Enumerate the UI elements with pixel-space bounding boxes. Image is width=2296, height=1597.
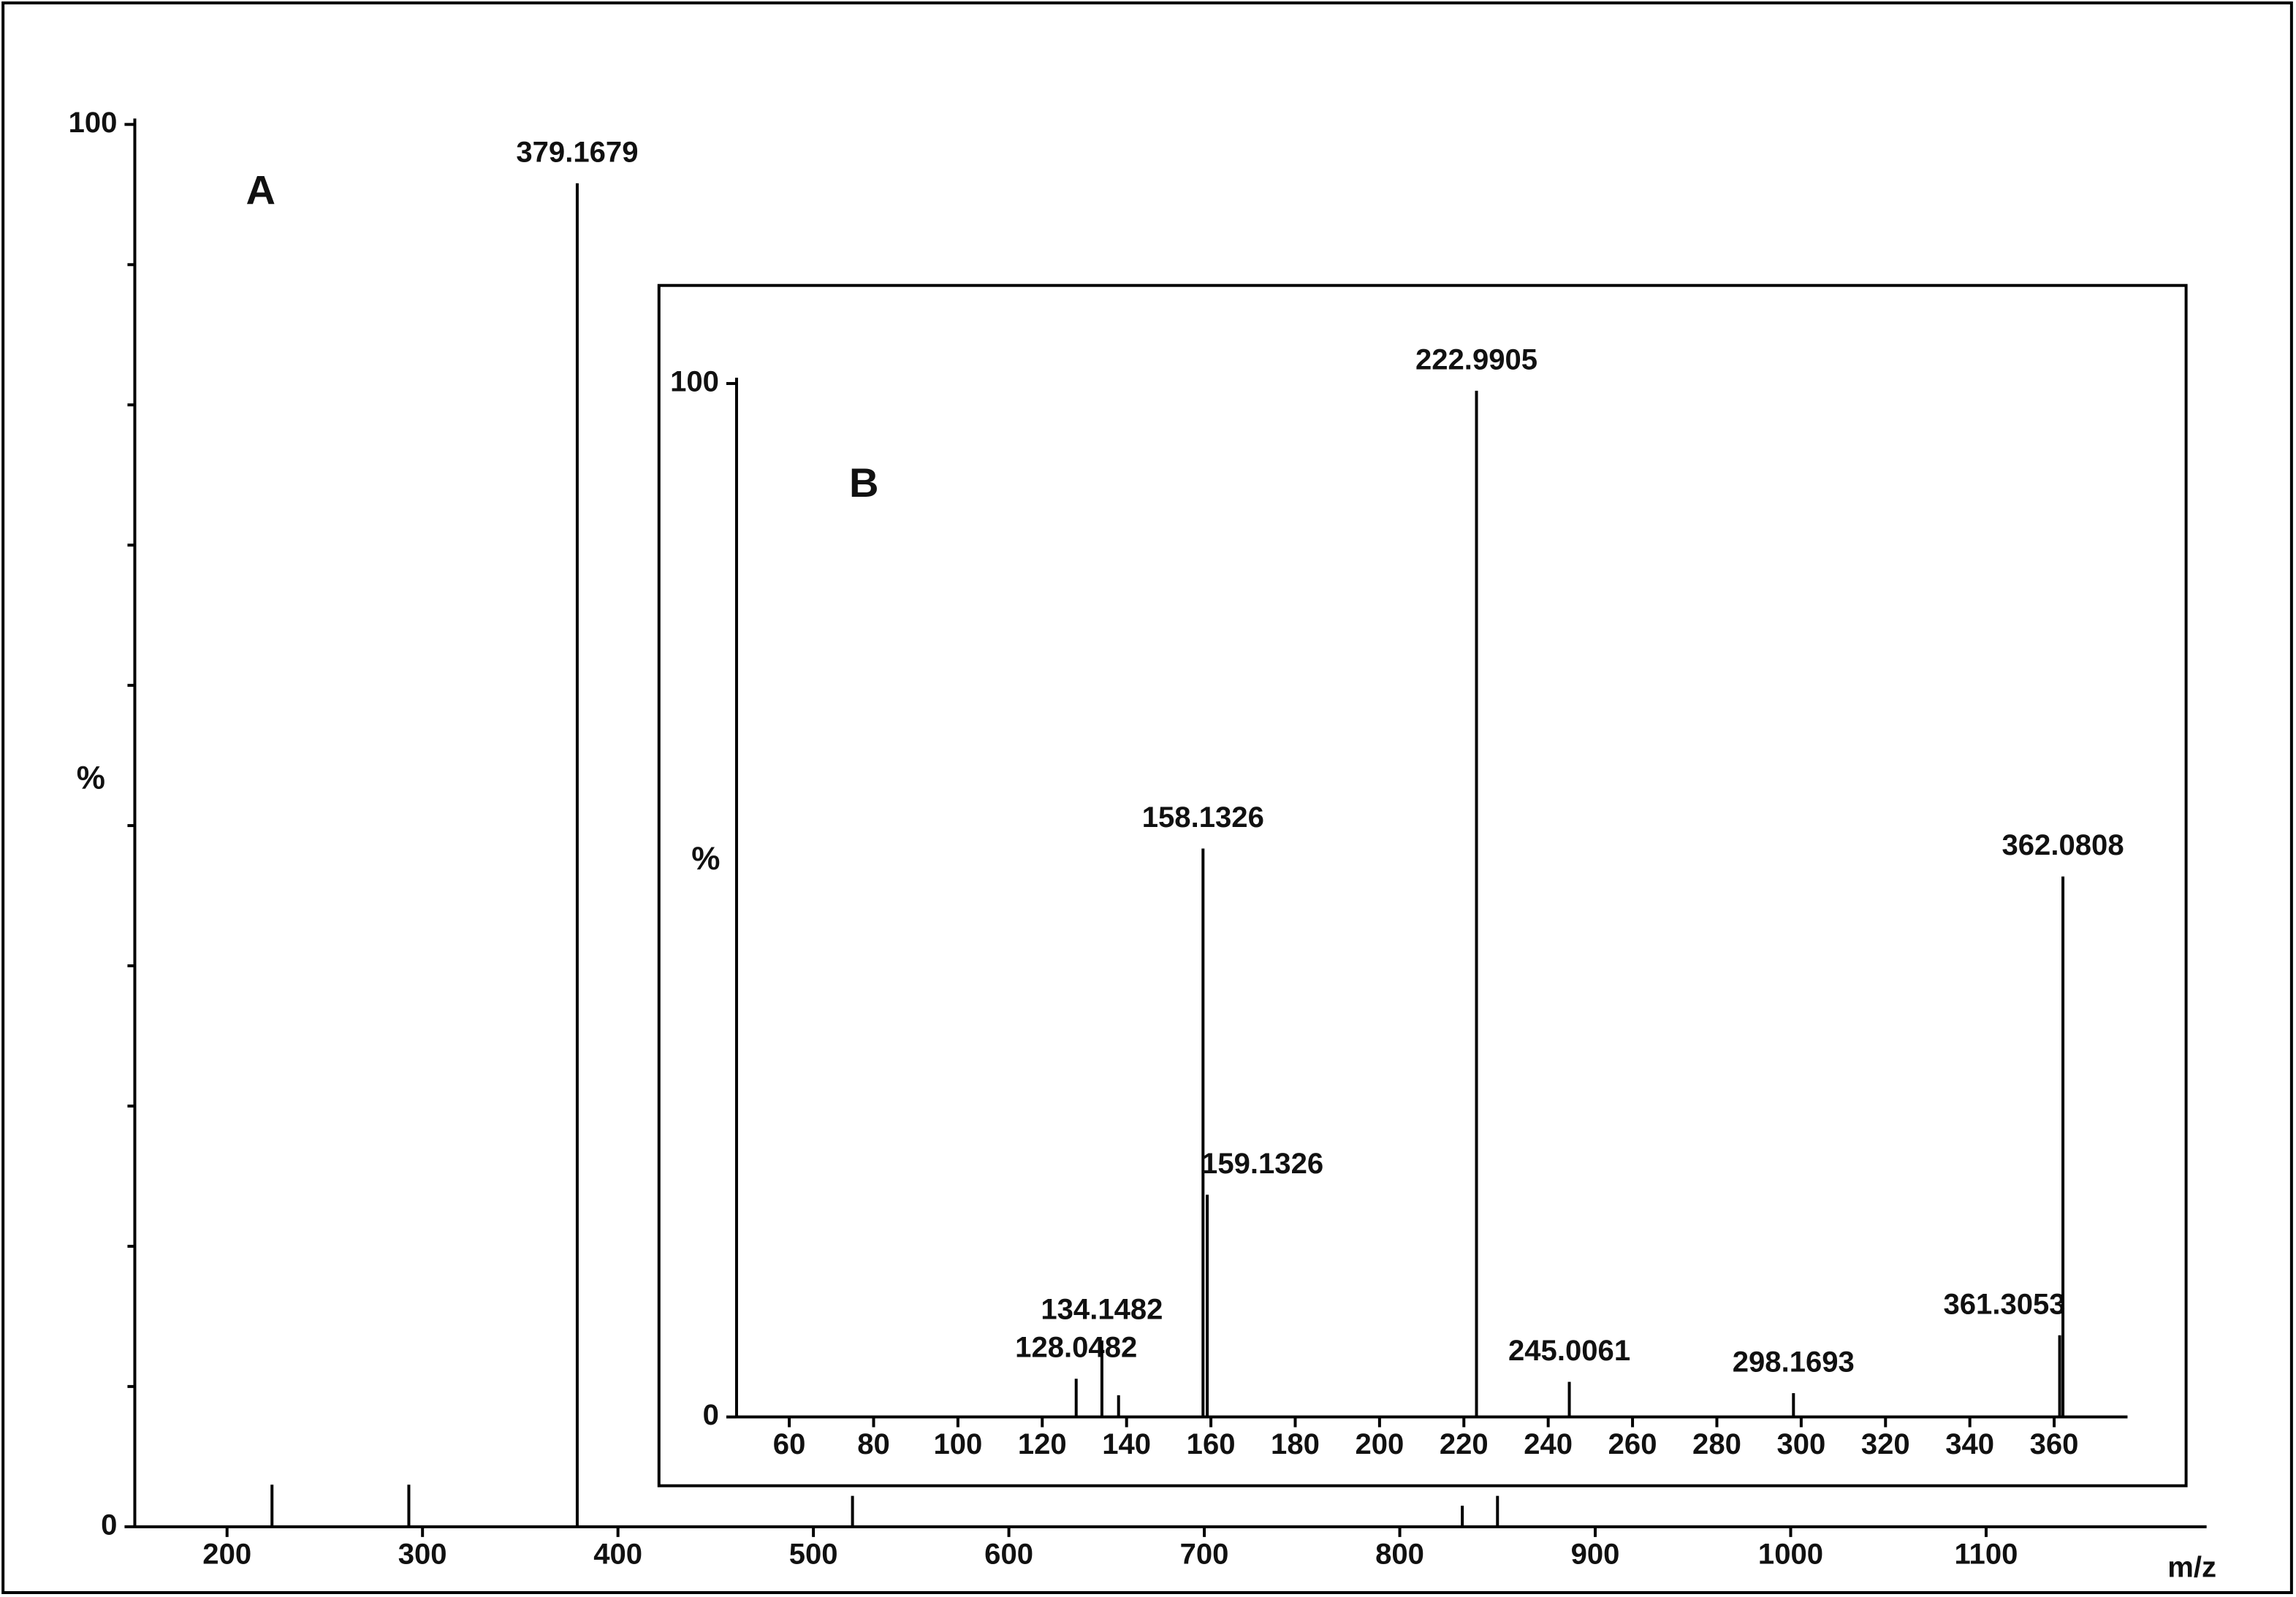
- x-tick-label: 700: [1180, 1538, 1229, 1570]
- peak-label: 159.1326: [1201, 1148, 1323, 1180]
- x-tick-label: 140: [1102, 1428, 1151, 1460]
- peak-label: 222.9905: [1415, 343, 1537, 376]
- x-tick-label: 500: [789, 1538, 838, 1570]
- x-tick-label: 400: [593, 1538, 642, 1570]
- x-tick-label: 240: [1524, 1428, 1573, 1460]
- y-tick-label: 0: [703, 1399, 719, 1431]
- x-tick-label: 900: [1571, 1538, 1620, 1570]
- x-tick-label: 120: [1018, 1428, 1067, 1460]
- x-tick-label: 220: [1440, 1428, 1489, 1460]
- x-tick-label: 300: [398, 1538, 447, 1570]
- x-tick-label: 60: [773, 1428, 806, 1460]
- inset-frame: [657, 283, 2188, 1487]
- peak-label: 362.0808: [2002, 829, 2124, 861]
- x-tick-label: 360: [2030, 1428, 2079, 1460]
- x-tick-label: 100: [933, 1428, 982, 1460]
- panel-label: B: [849, 460, 879, 506]
- x-tick-label: 1100: [1954, 1538, 2018, 1570]
- x-tick-label: 200: [1355, 1428, 1404, 1460]
- x-tick-label: 800: [1375, 1538, 1424, 1570]
- x-tick-label: 280: [1692, 1428, 1741, 1460]
- x-tick-label: 340: [1945, 1428, 1994, 1460]
- x-tick-label: 80: [857, 1428, 890, 1460]
- y-axis-label: %: [77, 761, 105, 796]
- x-tick-label: 260: [1608, 1428, 1657, 1460]
- y-axis-label: %: [691, 841, 720, 877]
- x-tick-label: 160: [1187, 1428, 1236, 1460]
- peak-label: 134.1482: [1041, 1293, 1163, 1325]
- peak-label: 158.1326: [1142, 801, 1264, 834]
- x-tick-label: 300: [1776, 1428, 1825, 1460]
- y-tick-label: 100: [670, 366, 719, 398]
- y-tick-label: 0: [101, 1509, 117, 1541]
- x-tick-label: 200: [202, 1538, 251, 1570]
- peak-label: 128.0482: [1015, 1332, 1137, 1364]
- x-tick-label: 180: [1271, 1428, 1320, 1460]
- panel-label: A: [246, 167, 276, 213]
- peak-label: 361.3053: [1943, 1288, 2065, 1320]
- peak-label: 298.1693: [1733, 1346, 1855, 1379]
- peak-label: 245.0061: [1508, 1335, 1630, 1367]
- x-axis-label: m/z: [2167, 1552, 2216, 1584]
- peak-label: 379.1679: [516, 136, 638, 168]
- x-tick-label: 1000: [1758, 1538, 1823, 1570]
- x-tick-label: 600: [984, 1538, 1033, 1570]
- y-tick-label: 100: [69, 107, 118, 139]
- x-tick-label: 320: [1861, 1428, 1910, 1460]
